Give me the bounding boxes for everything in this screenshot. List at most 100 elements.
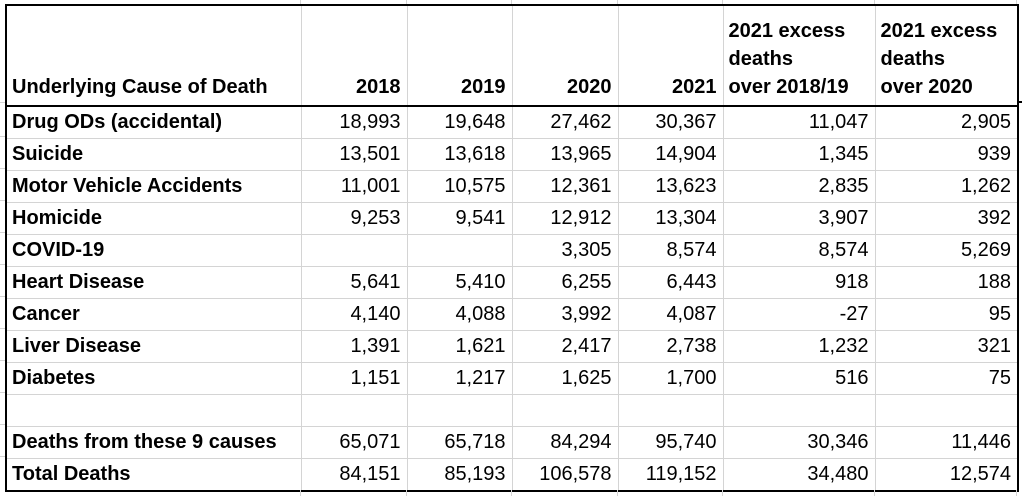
value-cell[interactable] [406,394,513,427]
value-cell[interactable]: 3,907 [722,202,876,235]
value-cell[interactable]: -27 [722,298,876,331]
header-2020-cell[interactable]: 2020 [511,4,619,107]
value-cell[interactable]: 13,304 [617,202,724,235]
cause-cell[interactable]: Cancer [5,298,302,331]
cause-cell[interactable]: Homicide [5,202,302,235]
value-cell[interactable]: 5,641 [300,266,408,299]
value-cell[interactable]: 188 [874,266,1019,299]
value-cell[interactable]: 65,718 [406,426,513,459]
cause-cell[interactable]: Diabetes [5,362,302,395]
value-cell[interactable]: 13,623 [617,170,724,203]
header-2021-cell[interactable]: 2021 [617,4,724,107]
cause-cell[interactable]: Drug ODs (accidental) [5,105,302,139]
value-cell[interactable]: 75 [874,362,1019,395]
value-cell[interactable]: 8,574 [617,234,724,267]
value-cell[interactable]: 1,262 [874,170,1019,203]
value-cell[interactable]: 14,904 [617,138,724,171]
value-cell[interactable]: 2,417 [511,330,619,363]
value-cell[interactable]: 12,361 [511,170,619,203]
cause-cell[interactable]: Motor Vehicle Accidents [5,170,302,203]
value-cell[interactable]: 95,740 [617,426,724,459]
value-cell[interactable]: 2,738 [617,330,724,363]
value-cell[interactable] [874,394,1019,427]
gridline-stub [0,360,5,361]
value-cell[interactable]: 13,501 [300,138,408,171]
value-cell[interactable]: 13,965 [511,138,619,171]
value-cell[interactable]: 939 [874,138,1019,171]
header-2019-cell[interactable]: 2019 [406,4,513,107]
value-cell[interactable]: 30,346 [722,426,876,459]
value-cell[interactable]: 119,152 [617,458,724,492]
table-row-drug-ods: Drug ODs (accidental) 18,993 19,648 27,4… [5,105,1019,139]
value-cell[interactable]: 13,618 [406,138,513,171]
value-cell[interactable] [406,234,513,267]
value-cell[interactable]: 6,255 [511,266,619,299]
value-cell[interactable]: 65,071 [300,426,408,459]
value-cell[interactable]: 392 [874,202,1019,235]
gridline-stub [0,264,5,265]
value-cell[interactable]: 4,140 [300,298,408,331]
value-cell[interactable]: 19,648 [406,105,513,139]
value-cell[interactable]: 11,446 [874,426,1019,459]
value-cell[interactable] [300,394,408,427]
value-cell[interactable]: 1,621 [406,330,513,363]
value-cell[interactable]: 3,305 [511,234,619,267]
value-cell[interactable]: 12,574 [874,458,1019,492]
value-cell[interactable]: 2,835 [722,170,876,203]
value-cell[interactable]: 1,232 [722,330,876,363]
value-cell[interactable]: 30,367 [617,105,724,139]
cause-cell[interactable]: COVID-19 [5,234,302,267]
value-cell[interactable]: 8,574 [722,234,876,267]
value-cell[interactable]: 84,294 [511,426,619,459]
value-cell[interactable]: 2,905 [874,105,1019,139]
value-cell[interactable]: 1,217 [406,362,513,395]
value-cell[interactable]: 6,443 [617,266,724,299]
value-cell[interactable]: 12,912 [511,202,619,235]
cause-cell[interactable]: Total Deaths [5,458,302,492]
value-cell[interactable]: 84,151 [300,458,408,492]
value-cell[interactable]: 27,462 [511,105,619,139]
value-cell[interactable]: 918 [722,266,876,299]
value-cell[interactable]: 11,001 [300,170,408,203]
value-cell[interactable]: 5,269 [874,234,1019,267]
value-cell[interactable]: 1,700 [617,362,724,395]
gridline-stub [0,328,5,329]
header-excess-2020-cell[interactable]: 2021 excess deaths over 2020 [874,4,1019,107]
value-cell[interactable]: 1,151 [300,362,408,395]
cause-cell[interactable]: Deaths from these 9 causes [5,426,302,459]
cause-cell[interactable]: Heart Disease [5,266,302,299]
header-cause-cell[interactable]: Underlying Cause of Death [5,4,302,107]
value-cell[interactable] [300,234,408,267]
value-cell[interactable]: 34,480 [722,458,876,492]
gridline-stub [617,0,618,4]
value-cell[interactable]: 3,992 [511,298,619,331]
value-cell[interactable]: 11,047 [722,105,876,139]
header-excess-2018-19-cell[interactable]: 2021 excess deaths over 2018/19 [722,4,876,107]
header-row: Underlying Cause of Death 2018 2019 2020… [5,4,1019,107]
cause-cell[interactable] [5,394,302,427]
value-cell[interactable] [617,394,724,427]
death-causes-table: Underlying Cause of Death 2018 2019 2020… [5,4,1019,492]
value-cell[interactable]: 9,253 [300,202,408,235]
value-cell[interactable]: 106,578 [511,458,619,492]
value-cell[interactable] [511,394,619,427]
value-cell[interactable] [722,394,876,427]
gridline-stub [511,0,512,4]
value-cell[interactable]: 85,193 [406,458,513,492]
value-cell[interactable]: 9,541 [406,202,513,235]
value-cell[interactable]: 321 [874,330,1019,363]
header-2018-cell[interactable]: 2018 [300,4,408,107]
value-cell[interactable]: 1,345 [722,138,876,171]
value-cell[interactable]: 1,625 [511,362,619,395]
value-cell[interactable]: 5,410 [406,266,513,299]
cause-cell[interactable]: Suicide [5,138,302,171]
value-cell[interactable]: 1,391 [300,330,408,363]
value-cell[interactable]: 4,087 [617,298,724,331]
value-cell[interactable]: 95 [874,298,1019,331]
value-cell[interactable]: 4,088 [406,298,513,331]
value-cell[interactable]: 10,575 [406,170,513,203]
value-cell[interactable]: 516 [722,362,876,395]
gridline-stub [0,168,5,169]
cause-cell[interactable]: Liver Disease [5,330,302,363]
value-cell[interactable]: 18,993 [300,105,408,139]
